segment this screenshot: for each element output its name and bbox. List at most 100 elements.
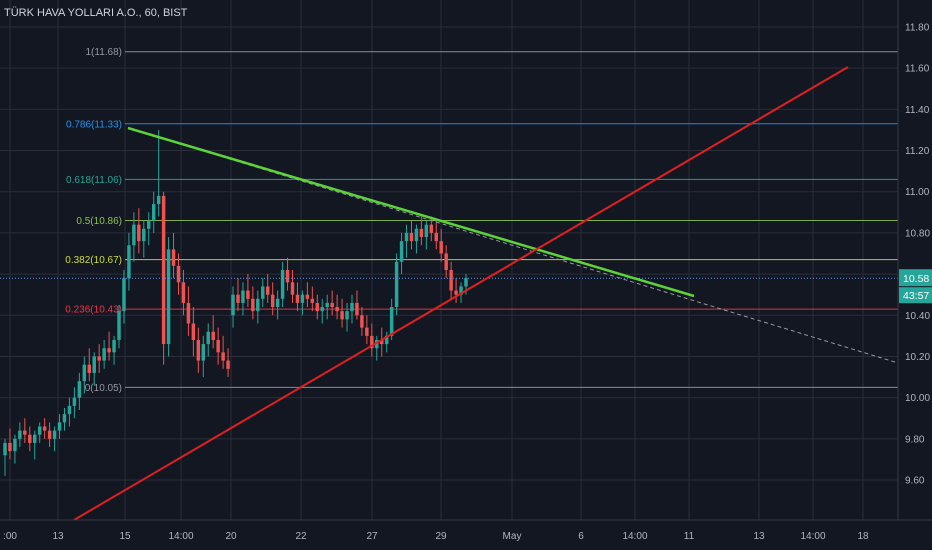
candle xyxy=(325,294,329,320)
x-tick-label-7: 29 xyxy=(435,531,447,542)
candle-body xyxy=(261,286,265,299)
candle xyxy=(28,426,32,452)
candle-body xyxy=(107,348,111,353)
candle xyxy=(295,282,300,312)
candle-body xyxy=(404,232,409,242)
candle-body xyxy=(102,348,106,361)
candle-body xyxy=(28,434,32,443)
chart-title: TÜRK HAVA YOLLARI A.O., 60, BIST xyxy=(4,7,188,19)
candle xyxy=(251,286,255,320)
candle xyxy=(137,208,141,254)
candle-body xyxy=(449,269,453,291)
candle-body xyxy=(251,298,255,312)
candle xyxy=(280,261,285,308)
candle-body xyxy=(365,327,369,336)
candle xyxy=(97,344,101,373)
candle-body xyxy=(360,315,364,328)
candle-body xyxy=(370,335,374,349)
candle-body xyxy=(161,195,166,345)
candle xyxy=(211,315,215,349)
candle-body xyxy=(414,228,419,242)
candle-body xyxy=(211,331,215,340)
candle-body xyxy=(122,278,126,312)
candle xyxy=(246,274,250,308)
fibonacci-retracement[interactable]: 1(11.68) 0.786(11.33) 0.618(11.06) 0.5(10.8… xyxy=(65,47,898,394)
candle-body xyxy=(82,364,87,382)
candle xyxy=(161,191,166,365)
candle xyxy=(270,282,275,316)
candle-body xyxy=(320,307,324,312)
candle xyxy=(87,348,92,382)
candle-body xyxy=(18,430,22,439)
candle-body xyxy=(305,294,310,299)
candle xyxy=(360,307,364,336)
candle xyxy=(275,290,280,320)
x-tick-label-9: 6 xyxy=(578,531,584,542)
candle xyxy=(375,335,379,361)
y-tick-label-2: 10.00 xyxy=(905,393,930,404)
candle xyxy=(221,335,225,369)
price-axis[interactable]: 9.609.8010.0010.2010.4010.6010.8011.0011… xyxy=(897,0,932,550)
fib-label-4: 0.382(10.67) xyxy=(65,255,122,266)
candle xyxy=(57,414,62,439)
candle xyxy=(117,304,121,349)
candle xyxy=(37,422,42,443)
trendline-green[interactable] xyxy=(127,126,695,298)
candle xyxy=(52,426,57,452)
candle xyxy=(424,220,429,250)
candle xyxy=(142,220,146,258)
candles xyxy=(3,129,468,476)
candle-body xyxy=(87,364,92,373)
candle-body xyxy=(340,311,344,320)
candle xyxy=(186,286,191,336)
candle-body xyxy=(33,434,37,443)
x-tick-label-13: 14:00 xyxy=(800,531,825,542)
candle xyxy=(147,212,151,246)
trendline-red[interactable] xyxy=(73,66,849,521)
candle xyxy=(72,387,77,419)
candle xyxy=(236,278,240,312)
candle-body xyxy=(221,352,225,361)
y-tick-label-8: 11.20 xyxy=(905,146,930,157)
candle-body xyxy=(325,302,329,308)
candle-body xyxy=(171,249,176,266)
candle xyxy=(67,397,72,427)
candle-body xyxy=(246,290,250,299)
candle xyxy=(18,422,22,448)
candle xyxy=(365,315,369,345)
candle-body xyxy=(176,265,181,283)
time-axis[interactable]: :00 13 15 14:00 20 22 27 29 May 6 14:00 11 13 14:00 18 xyxy=(0,519,932,550)
candle-body xyxy=(191,323,196,340)
candle-body xyxy=(137,224,141,242)
candle-body xyxy=(62,414,67,423)
candle xyxy=(350,294,354,324)
candle xyxy=(449,261,453,299)
candle xyxy=(102,339,106,369)
candle xyxy=(409,220,414,250)
candle-body xyxy=(350,302,354,312)
candle-body xyxy=(429,224,434,233)
candle-body xyxy=(42,426,47,431)
y-tick-label-10: 11.60 xyxy=(905,64,930,75)
x-tick-label-5: 22 xyxy=(295,531,307,542)
candle xyxy=(444,245,448,279)
candle-body xyxy=(270,294,275,308)
candle xyxy=(191,307,196,357)
candle-body xyxy=(355,302,359,316)
candle-body xyxy=(375,339,379,349)
x-tick-label-3: 14:00 xyxy=(168,531,193,542)
candle-body xyxy=(127,245,131,279)
candle-body xyxy=(97,356,101,361)
candle xyxy=(23,418,27,443)
y-tick-label-0: 9.60 xyxy=(905,476,925,487)
candle-body xyxy=(231,294,235,316)
x-tick-label-11: 11 xyxy=(684,531,695,542)
x-tick-label-10: 14:00 xyxy=(622,531,647,542)
candle xyxy=(196,327,201,373)
candle xyxy=(42,418,47,439)
candle xyxy=(33,430,37,460)
candle xyxy=(340,298,344,328)
candle-body xyxy=(290,282,295,295)
candle-body xyxy=(439,241,443,254)
